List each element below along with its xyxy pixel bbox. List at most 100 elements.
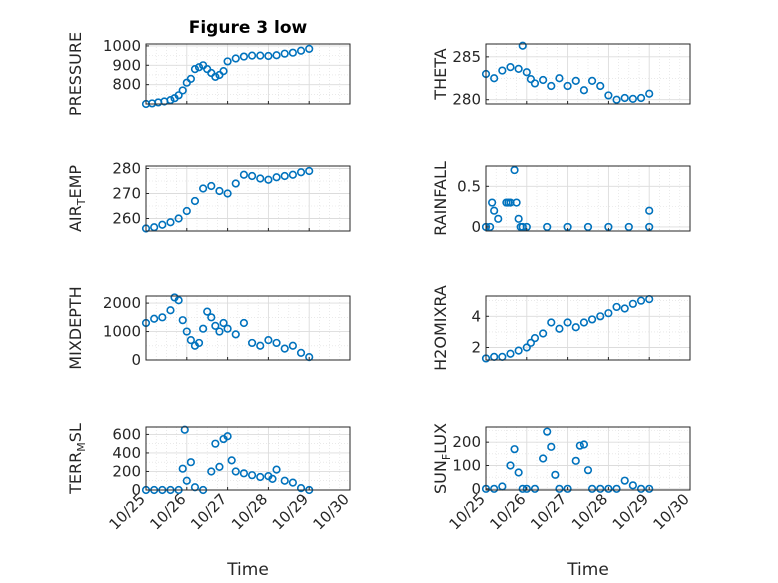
plot-area [146,296,350,360]
data-point [514,468,523,477]
x-tick-label: 10/28 [228,490,271,533]
data-point [571,456,580,465]
y-tick-label: 0 [131,351,141,369]
data-point [264,175,273,184]
x-tick-label: 10/29 [609,490,652,533]
data-point [231,330,240,339]
data-point [215,327,224,336]
axes-box [485,43,691,105]
y-tick-label: 100 [452,457,481,475]
data-point [583,222,593,232]
data-point [555,74,564,83]
data-point [522,343,531,352]
data-point [510,165,519,175]
y-tick-label: 280 [452,91,481,109]
data-point [223,432,232,441]
data-point [190,196,200,206]
data-point [645,206,654,215]
data-point [551,470,560,479]
data-point [636,93,646,103]
data-point [612,95,621,104]
data-point [530,334,540,343]
data-point [211,321,220,330]
y-axis-label: RAINFALL [431,161,450,236]
data-point [280,49,289,58]
data-point [543,222,552,232]
data-point [219,318,228,328]
data-point [583,466,593,475]
data-point [296,348,306,357]
data-point [596,312,605,321]
data-point [158,220,167,229]
data-point [296,168,306,177]
data-point [239,318,249,328]
panel-h2omixra: 2 4 H2OMIXRA [431,285,691,371]
data-point [219,66,228,76]
data-point [579,318,589,327]
x-tick-label: 10/30 [310,490,353,533]
y-tick-label: 285 [452,48,481,66]
data-point [612,484,621,493]
panel-mixdepth: 0 1000 2000 MIXDEPTH [66,286,351,370]
y-axis-label: PRESSURE [66,32,85,116]
data-point [272,173,281,182]
data-point [620,304,629,313]
data-point [264,335,273,345]
y-tick-label: 270 [112,185,141,203]
data-point [190,483,200,492]
data-point [180,425,189,434]
y-tick-label: 200 [452,433,481,451]
data-point [506,349,515,358]
data-point [256,472,265,482]
data-point [264,51,273,61]
x-axis-label: Time [566,560,609,580]
data-point [604,484,613,493]
data-point [620,476,629,485]
data-point [174,91,183,100]
data-point [490,206,499,215]
data-point [158,313,167,322]
data-point [575,441,584,450]
data-point [547,81,556,91]
plot-area [486,296,690,360]
data-point [227,456,236,465]
data-point [526,338,535,347]
y-tick-label: 2000 [103,294,141,312]
data-point [223,324,232,333]
data-point [239,469,249,478]
axes-box [485,295,691,361]
data-point [247,471,257,480]
y-axis-label: AIRTEMP [66,165,88,232]
data-point [178,464,187,473]
y-tick-label: 2 [471,339,481,357]
data-point [526,75,535,84]
data-point [563,81,572,91]
data-point [256,341,265,350]
data-point [571,76,580,85]
data-point [215,186,224,196]
data-point [596,81,605,91]
data-point [571,323,580,332]
data-point [636,484,646,493]
data-point [182,206,191,216]
y-axis-label: H2OMIXRA [431,285,450,371]
data-point [530,484,540,493]
data-point [239,170,249,179]
data-point [506,63,515,72]
data-point [166,218,175,227]
data-point [494,214,503,223]
y-tick-label: 0 [471,480,481,498]
data-point [174,214,183,223]
data-point [518,41,527,50]
data-point [280,476,289,485]
data-point [628,481,637,490]
data-point [194,338,204,348]
panel-rainfall: 0 0.5 RAINFALL [431,161,691,236]
data-point [512,198,521,207]
data-point [280,171,289,181]
data-point [178,86,187,95]
y-tick-label: 900 [112,56,141,74]
data-point [488,198,497,207]
data-point [547,442,556,451]
data-point [166,306,175,315]
